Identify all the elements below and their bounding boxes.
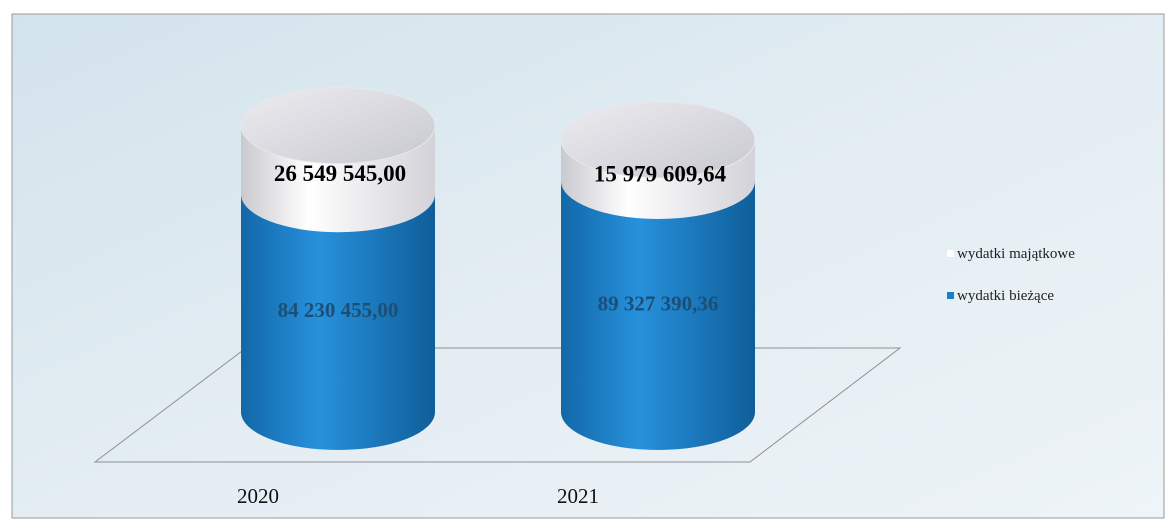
x-axis: 2020 2021	[237, 484, 599, 508]
x-tick-label-2021: 2021	[557, 484, 599, 508]
x-tick-label-2020: 2020	[237, 484, 279, 508]
floor-plane	[93, 347, 902, 463]
data-label-2021-wydatki-majatkowe: 15 979 609,64	[594, 161, 727, 186]
bars-layer	[240, 87, 756, 451]
bar-2021-top-cap	[560, 101, 756, 179]
bar-2020-top-cap	[240, 87, 436, 165]
legend-label-wydatki-biezace: wydatki bieżące	[957, 288, 1054, 304]
bar-2020-wydatki-biezace	[241, 194, 435, 450]
data-label-2021-wydatki-biezace: 89 327 390,36	[598, 292, 719, 316]
legend-swatch-wydatki-majatkowe	[947, 250, 954, 257]
data-label-2020-wydatki-biezace: 84 230 455,00	[278, 298, 399, 322]
bar-2021-wydatki-biezace	[561, 181, 755, 451]
legend: wydatki majątkowe wydatki bieżące	[947, 246, 1075, 304]
legend-swatch-wydatki-biezace	[947, 292, 954, 299]
data-label-2020-wydatki-majatkowe: 26 549 545,00	[274, 161, 406, 186]
labels-layer: 26 549 545,00 84 230 455,00 15 979 609,64 8…	[274, 161, 727, 322]
legend-label-wydatki-majatkowe: wydatki majątkowe	[957, 246, 1075, 262]
